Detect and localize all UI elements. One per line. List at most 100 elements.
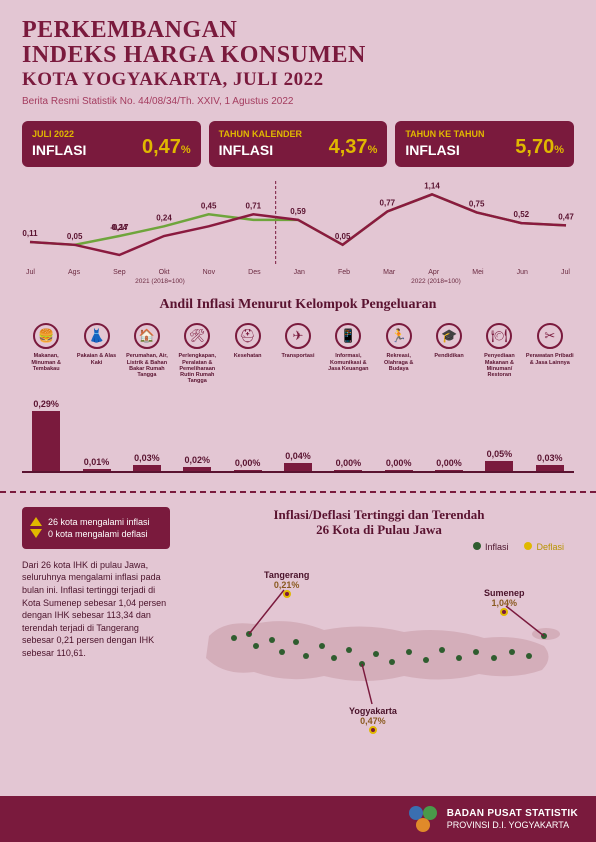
bar-cell: 0,04% <box>274 451 322 471</box>
legend-inflasi-count: 26 kota mengalami inflasi <box>48 517 150 527</box>
map-legend: Inflasi Deflasi <box>184 542 574 552</box>
group-label: Makanan, Minuman & Tembakau <box>22 353 70 375</box>
group-label: Perumahan, Air, Listrik & Bahan Bakar Ru… <box>123 353 171 378</box>
dot-deflasi-icon <box>524 542 532 550</box>
group-item: 👗 Pakaian & Alas Kaki <box>72 323 120 375</box>
legend-inflasi: Inflasi <box>485 542 509 552</box>
group-icon: 🎓 <box>436 323 462 349</box>
callout-value: 0,47% <box>349 716 397 726</box>
line-chart-basenote: 2021 (2018=100) 2022 (2018=100) <box>22 278 574 285</box>
group-item: 🏠Perumahan, Air, Listrik & Bahan Bakar R… <box>123 323 171 378</box>
group-icon: 🍽 <box>486 323 512 349</box>
card-label: INFLASI <box>405 141 484 159</box>
map-callout: Sumenep1,04% <box>484 588 525 616</box>
group-item: 🛠 Perlengkapan, Peralatan & Pemeliharaan … <box>173 323 221 385</box>
card-period: TAHUN KALENDER <box>219 129 302 139</box>
card-period: JULI 2022 <box>32 129 74 139</box>
card-label: INFLASI <box>219 141 302 159</box>
bar-cell: 0,05% <box>475 449 523 471</box>
callout-city: Sumenep <box>484 588 525 598</box>
group-item: 📱Informasi, Komunikasi & Jasa Keuangan <box>324 323 372 375</box>
line-chart-xaxis: JulAgsSepOktNovDesJanFebMarAprMeiJunJul <box>22 269 574 276</box>
month-label: Jun <box>517 269 528 276</box>
card-pct: % <box>181 144 191 156</box>
bar-value: 0,01% <box>84 457 110 467</box>
bar-cell: 0,29% <box>22 399 70 471</box>
svg-text:0,52: 0,52 <box>514 210 530 219</box>
pin-icon <box>500 608 508 616</box>
svg-text:0,11: 0,11 <box>22 229 38 238</box>
group-item: ✂Perawatan Pribadi & Jasa Lainnya <box>526 323 574 375</box>
group-item: 🍽 Penyediaan Makanan & Minuman/ Restoran <box>475 323 523 378</box>
group-label: Informasi, Komunikasi & Jasa Keuangan <box>324 353 372 375</box>
svg-text:1,14: 1,14 <box>424 182 440 191</box>
month-label: Jul <box>561 269 570 276</box>
bar <box>485 461 513 471</box>
group-label: Pakaian & Alas Kaki <box>72 353 120 375</box>
bar-value: 0,00% <box>436 458 462 468</box>
group-label: Penyediaan Makanan & Minuman/ Restoran <box>475 353 523 378</box>
group-icon: ⛑ <box>235 323 261 349</box>
map-callout: Tangerang0,21% <box>264 570 309 598</box>
group-icon: 🏃 <box>386 323 412 349</box>
month-label: Nov <box>203 269 215 276</box>
map-legend-box: 26 kota mengalami inflasi 0 kota mengala… <box>22 507 170 549</box>
month-label: Ags <box>68 269 80 276</box>
bar-value: 0,29% <box>33 399 59 409</box>
month-label: Okt <box>159 269 170 276</box>
month-label: Mar <box>383 269 395 276</box>
svg-text:0,45: 0,45 <box>201 201 217 210</box>
bar-value: 0,02% <box>184 455 210 465</box>
dot-inflasi-icon <box>473 542 481 550</box>
callout-city: Tangerang <box>264 570 309 580</box>
group-label: Perlengkapan, Peralatan & Pemeliharaan R… <box>173 353 221 385</box>
callout-value: 0,21% <box>264 580 309 590</box>
card-pct: % <box>554 144 564 156</box>
bar-value: 0,03% <box>537 453 563 463</box>
map-paragraph: Dari 26 kota IHK di pulau Jawa, seluruhn… <box>22 559 170 660</box>
group-label: Transportasi <box>281 353 314 375</box>
svg-text:0,05: 0,05 <box>335 232 351 241</box>
svg-text:0,71: 0,71 <box>246 201 262 210</box>
map-title-l2: 26 Kota di Pulau Jawa <box>184 522 574 538</box>
bar-cell: 0,01% <box>72 457 120 471</box>
bar <box>334 470 362 471</box>
card-label: INFLASI <box>32 141 86 159</box>
card-yoy: TAHUN KE TAHUNINFLASI 5,70% <box>395 121 574 167</box>
bar <box>133 465 161 471</box>
map-title-l1: Inflasi/Deflasi Tertinggi dan Terendah <box>184 507 574 523</box>
footer-org: BADAN PUSAT STATISTIK <box>447 808 578 820</box>
map-callout: Yogyakarta0,47% <box>349 706 397 734</box>
svg-text:0,47: 0,47 <box>558 213 574 222</box>
group-label: Rekreasi, Olahraga & Budaya <box>375 353 423 375</box>
group-icon: 👗 <box>84 323 110 349</box>
stat-cards: JULI 2022INFLASI 0,47% TAHUN KALENDERINF… <box>22 121 574 167</box>
map-title: Inflasi/Deflasi Tertinggi dan Terendah 2… <box>184 507 574 538</box>
month-label: Mei <box>472 269 483 276</box>
svg-text:0,24: 0,24 <box>156 214 172 223</box>
title-line-1: PERKEMBANGAN <box>22 18 574 43</box>
bar-cell: 0,03% <box>123 453 171 471</box>
basenote-2: 2022 (2018=100) <box>411 278 461 285</box>
bar-cell: 0,03% <box>526 453 574 471</box>
svg-text:0,75: 0,75 <box>469 200 485 209</box>
month-label: Jan <box>294 269 305 276</box>
bps-logo-icon <box>409 804 439 834</box>
subtitle: Berita Resmi Statistik No. 44/08/34/Th. … <box>22 96 574 107</box>
pin-icon <box>369 726 377 734</box>
page-title: PERKEMBANGAN INDEKS HARGA KONSUMEN KOTA … <box>22 18 574 90</box>
group-icon: ✈ <box>285 323 311 349</box>
card-month: JULI 2022INFLASI 0,47% <box>22 121 201 167</box>
month-label: Feb <box>338 269 350 276</box>
svg-text:0,05: 0,05 <box>67 232 83 241</box>
line-chart: 0,110,05-0,170,240,450,710,590,050,771,1… <box>22 177 574 267</box>
group-icon: 🛠 <box>184 323 210 349</box>
bar <box>284 463 312 471</box>
month-label: Jul <box>26 269 35 276</box>
bar <box>32 411 60 471</box>
pin-icon <box>283 590 291 598</box>
bar <box>435 470 463 471</box>
java-map: Tangerang0,21%Sumenep1,04%Yogyakarta0,47… <box>184 558 574 728</box>
bar-baseline <box>22 471 574 473</box>
group-label: Perawatan Pribadi & Jasa Lainnya <box>526 353 574 375</box>
